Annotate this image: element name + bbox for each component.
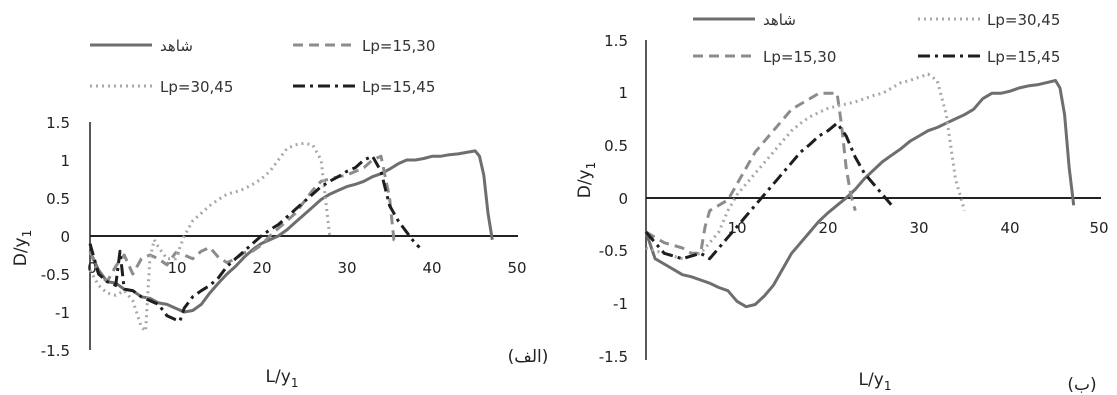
y-tick-label: -1 [613,295,628,313]
legend-label-lp15-30: Lp=15,30 [362,37,435,55]
y-tick-label: 1.5 [604,32,628,50]
legend-label-lp15-45: Lp=15,45 [362,78,435,96]
x-tick-label: 50 [1089,219,1108,237]
y-axis-title-be: D/y1 [575,162,598,199]
x-axis-title-alef: L/y1 [266,367,299,390]
legend-label-shahed: شاهد [160,37,193,55]
series-line-lp-15-30 [88,154,399,284]
x-tick-label: 10 [167,259,186,277]
x-tick-label: 40 [422,259,441,277]
y-tick-label: 1 [618,84,628,102]
x-tick-label: 0 [87,259,97,277]
series-group-be [644,72,1076,309]
legend-label-lp30-45: Lp=30,45 [160,78,233,96]
legend-label-lp30-45: Lp=30,45 [987,11,1060,29]
x-tick-label: 30 [909,219,928,237]
y-tick-label: 0.5 [604,137,628,155]
x-axis-title-be: L/y1 [859,370,892,393]
series-line-lp-15-45 [88,154,421,323]
legend-alef: شاهد Lp=15,30 Lp=30,45 Lp=15,45 [90,37,435,96]
legend-be: شاهد Lp=30,45 Lp=15,30 Lp=15,45 [693,11,1060,66]
panel-label-be: (ب) [1067,375,1096,395]
legend-label-lp15-45: Lp=15,45 [987,48,1060,66]
series-line-lp-30-45 [88,141,332,333]
legend-label-lp15-30: Lp=15,30 [763,48,836,66]
series-line-shahed [644,79,1076,309]
x-tick-label: 30 [337,259,356,277]
series-line-shahed [88,149,494,314]
chart-panel-alef: شاهد Lp=15,30 Lp=30,45 Lp=15,45 1.5 1 0.… [11,37,548,390]
y-tick-label: -1 [55,304,70,322]
x-tick-label: 40 [1000,219,1019,237]
y-tick-label: -0.5 [41,266,70,284]
panel-label-alef: (الف) [508,347,549,367]
y-tick-label: -0.5 [599,242,628,260]
series-line-lp-30-45 [645,72,966,261]
y-tick-label: 0 [618,190,628,208]
chart-panel-be: شاهد Lp=30,45 Lp=15,30 Lp=15,45 1.5 1 0.… [575,11,1109,395]
series-line-lp-15-30 [645,91,857,255]
x-tick-label: 20 [252,259,271,277]
y-tick-label: 0 [60,228,70,246]
x-tick-label: 20 [818,219,837,237]
y-tick-label: -1.5 [599,348,628,366]
y-tick-label: -1.5 [41,342,70,360]
legend-label-shahed: شاهد [763,11,796,29]
x-tick-label: 50 [507,259,526,277]
series-line-lp-15-45 [644,121,893,261]
y-axis-title-alef: D/y1 [11,230,34,267]
y-tick-label: 1 [60,152,70,170]
y-tick-label: 1.5 [46,114,70,132]
y-tick-label: 0.5 [46,190,70,208]
series-group-alef [88,141,494,333]
